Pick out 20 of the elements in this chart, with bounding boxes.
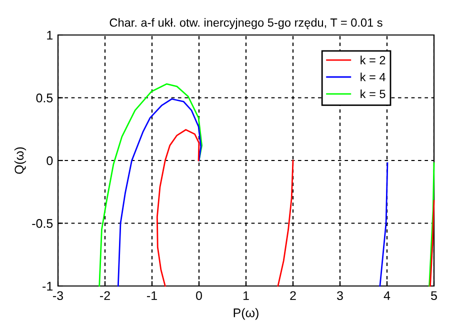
chart-title: Char. a-f ukł. otw. inercyjnego 5-go rzędu, T = 0.01 s xyxy=(110,18,382,30)
x-tick-label: -1 xyxy=(147,291,157,300)
y-tick-label: 1 xyxy=(47,30,53,40)
x-tick-label: 4 xyxy=(384,291,390,300)
x-tick-label: 3 xyxy=(337,291,343,300)
y-axis-title: Q(ω) xyxy=(14,147,26,174)
x-tick-label: 1 xyxy=(243,291,249,300)
x-axis-title: P(ω) xyxy=(234,308,258,320)
x-tick-label: 2 xyxy=(290,291,296,300)
y-tick-label: 0.5 xyxy=(36,94,53,102)
y-tick-label: -0.5 xyxy=(32,219,53,228)
legend-label: k = 5 xyxy=(360,89,386,98)
x-tick-label: 0 xyxy=(196,291,202,300)
x-tick-label: 5 xyxy=(431,291,437,300)
x-tick-label: -3 xyxy=(53,291,64,300)
legend-label: k = 4 xyxy=(360,72,386,82)
x-tick-label: -2 xyxy=(100,291,110,300)
y-tick-label: -1 xyxy=(42,282,53,291)
y-tick-label: 0 xyxy=(46,156,53,166)
legend-label: k = 2 xyxy=(360,56,386,64)
